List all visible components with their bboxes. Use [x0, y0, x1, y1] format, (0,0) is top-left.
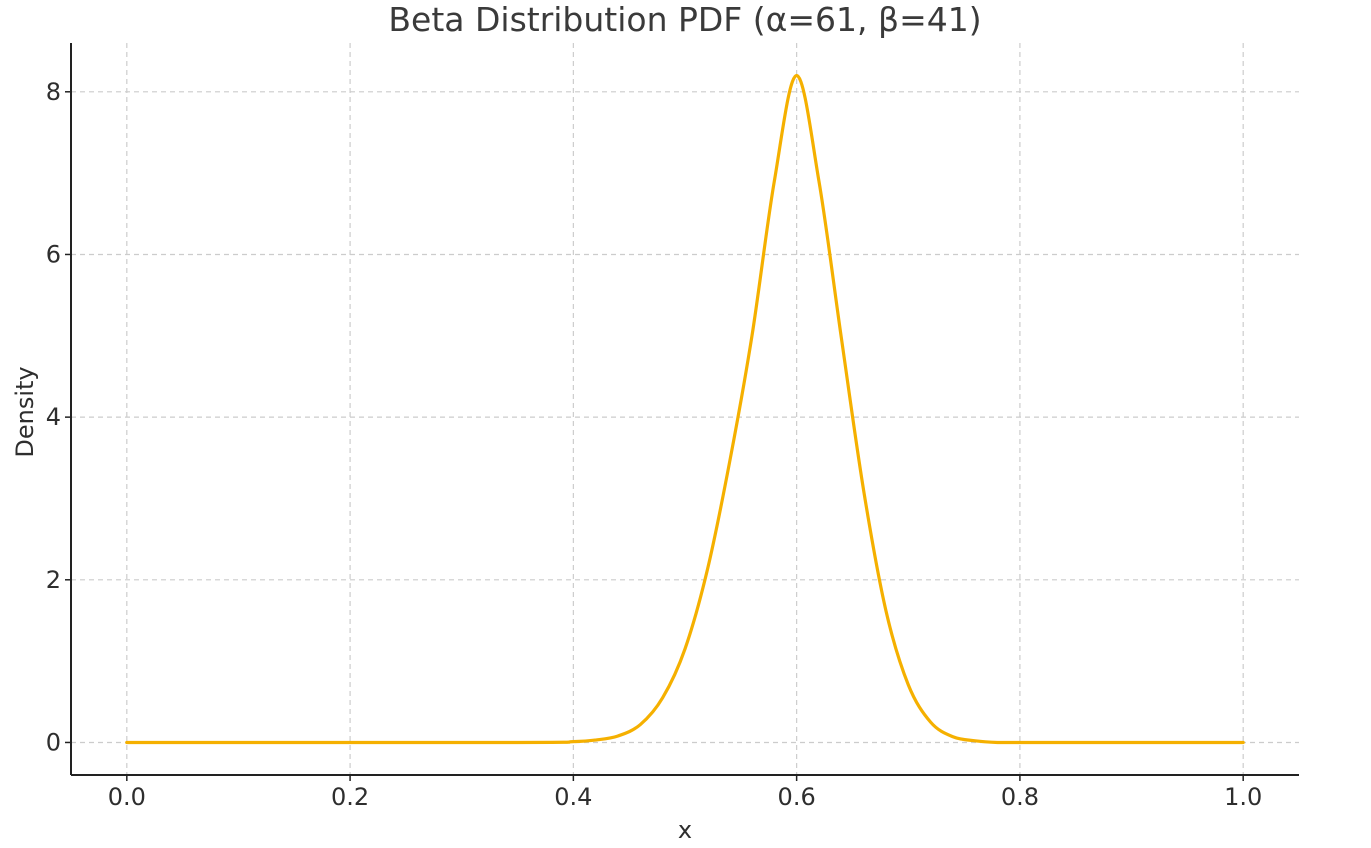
y-tick-label: 4 — [46, 403, 61, 431]
x-tick-label: 0.0 — [108, 783, 146, 811]
y-tick-label: 8 — [46, 78, 61, 106]
x-tick-label: 1.0 — [1224, 783, 1262, 811]
x-tick-label: 0.2 — [331, 783, 369, 811]
x-tick-label: 0.6 — [778, 783, 816, 811]
y-tick-label: 6 — [46, 240, 61, 268]
pdf-line — [125, 73, 1245, 745]
x-tick-label: 0.4 — [554, 783, 592, 811]
axes — [70, 43, 1299, 776]
plot-area — [125, 73, 1245, 745]
grid — [71, 43, 1299, 775]
y-tick-label: 2 — [46, 566, 61, 594]
ticks: 0.0 0.2 0.4 0.6 0.8 1.0 0 2 4 6 8 — [46, 78, 1263, 811]
y-axis-label: Density — [11, 366, 39, 457]
chart-title: Beta Distribution PDF (α=61, β=41) — [388, 0, 981, 39]
y-tick-label: 0 — [46, 728, 61, 756]
x-axis-label: x — [678, 816, 692, 844]
x-tick-label: 0.8 — [1001, 783, 1039, 811]
